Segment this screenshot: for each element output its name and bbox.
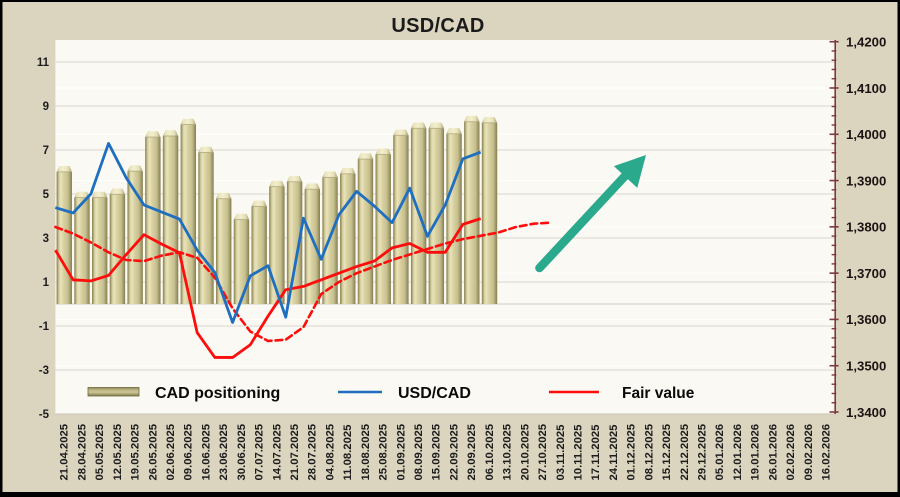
svg-text:04.08.2025: 04.08.2025: [324, 424, 336, 481]
svg-text:1,3600: 1,3600: [846, 312, 886, 327]
svg-text:02.02.2026: 02.02.2026: [785, 424, 797, 481]
svg-text:19.05.2025: 19.05.2025: [130, 424, 142, 481]
svg-text:14.07.2025: 14.07.2025: [271, 424, 283, 481]
svg-text:1,3400: 1,3400: [846, 405, 886, 420]
svg-text:25.08.2025: 25.08.2025: [378, 424, 390, 481]
svg-text:5: 5: [43, 189, 50, 201]
svg-text:05.05.2025: 05.05.2025: [94, 424, 106, 481]
svg-text:01.12.2025: 01.12.2025: [626, 424, 638, 481]
svg-text:08.12.2025: 08.12.2025: [643, 424, 655, 481]
svg-text:11: 11: [37, 57, 50, 69]
svg-text:06.10.2025: 06.10.2025: [484, 424, 496, 481]
svg-text:03.11.2025: 03.11.2025: [555, 425, 567, 481]
svg-text:-5: -5: [39, 409, 50, 421]
svg-text:09.02.2026: 09.02.2026: [803, 424, 815, 481]
svg-text:28.04.2025: 28.04.2025: [76, 424, 88, 481]
svg-text:1,4000: 1,4000: [846, 127, 886, 142]
svg-text:USD/CAD: USD/CAD: [391, 15, 484, 37]
svg-text:16.02.2026: 16.02.2026: [821, 424, 833, 481]
svg-text:17.11.2025: 17.11.2025: [590, 425, 602, 481]
svg-text:28.07.2025: 28.07.2025: [307, 424, 319, 481]
svg-text:Fair value: Fair value: [622, 385, 695, 402]
svg-text:21.04.2025: 21.04.2025: [59, 424, 71, 481]
svg-text:7: 7: [43, 145, 49, 157]
svg-text:USD/CAD: USD/CAD: [398, 385, 471, 402]
svg-text:30.06.2025: 30.06.2025: [236, 424, 248, 481]
svg-text:1,3800: 1,3800: [846, 220, 886, 235]
svg-text:07.07.2025: 07.07.2025: [254, 424, 266, 481]
svg-text:15.09.2025: 15.09.2025: [431, 424, 443, 481]
svg-text:11.08.2025: 11.08.2025: [342, 425, 354, 481]
svg-text:08.09.2025: 08.09.2025: [413, 424, 425, 481]
svg-text:26.05.2025: 26.05.2025: [147, 424, 159, 481]
svg-text:12.01.2026: 12.01.2026: [732, 424, 744, 481]
svg-text:-1: -1: [39, 321, 50, 333]
svg-text:02.06.2025: 02.06.2025: [165, 424, 177, 481]
svg-text:1,3900: 1,3900: [846, 173, 886, 188]
svg-text:3: 3: [43, 233, 49, 245]
svg-text:1: 1: [43, 277, 50, 289]
svg-text:05.01.2026: 05.01.2026: [714, 424, 726, 481]
svg-text:21.07.2025: 21.07.2025: [289, 424, 301, 481]
svg-text:16.06.2025: 16.06.2025: [200, 424, 212, 481]
svg-text:15.12.2025: 15.12.2025: [661, 424, 673, 481]
svg-text:24.11.2025: 24.11.2025: [608, 425, 620, 481]
svg-text:1,4100: 1,4100: [846, 81, 886, 96]
svg-text:CAD positioning: CAD positioning: [155, 385, 280, 402]
svg-text:13.10.2025: 13.10.2025: [502, 424, 514, 481]
svg-text:22.12.2025: 22.12.2025: [679, 424, 691, 481]
svg-text:26.01.2026: 26.01.2026: [767, 424, 779, 481]
svg-text:1,3500: 1,3500: [846, 359, 886, 374]
svg-text:29.09.2025: 29.09.2025: [466, 424, 478, 481]
svg-text:19.01.2026: 19.01.2026: [750, 424, 762, 481]
svg-text:29.12.2025: 29.12.2025: [697, 424, 709, 481]
svg-text:12.05.2025: 12.05.2025: [112, 424, 124, 481]
svg-text:9: 9: [43, 101, 49, 113]
svg-text:01.09.2025: 01.09.2025: [395, 424, 407, 481]
svg-text:23.06.2025: 23.06.2025: [218, 424, 230, 481]
svg-text:10.11.2025: 10.11.2025: [572, 425, 584, 481]
svg-text:20.10.2025: 20.10.2025: [519, 424, 531, 481]
svg-text:-3: -3: [39, 365, 49, 377]
svg-text:27.10.2025: 27.10.2025: [537, 424, 549, 481]
svg-text:1,3700: 1,3700: [846, 266, 886, 281]
svg-text:1,4200: 1,4200: [846, 35, 886, 50]
svg-text:22.09.2025: 22.09.2025: [448, 424, 460, 481]
svg-text:09.06.2025: 09.06.2025: [183, 424, 195, 481]
svg-text:18.08.2025: 18.08.2025: [360, 424, 372, 481]
